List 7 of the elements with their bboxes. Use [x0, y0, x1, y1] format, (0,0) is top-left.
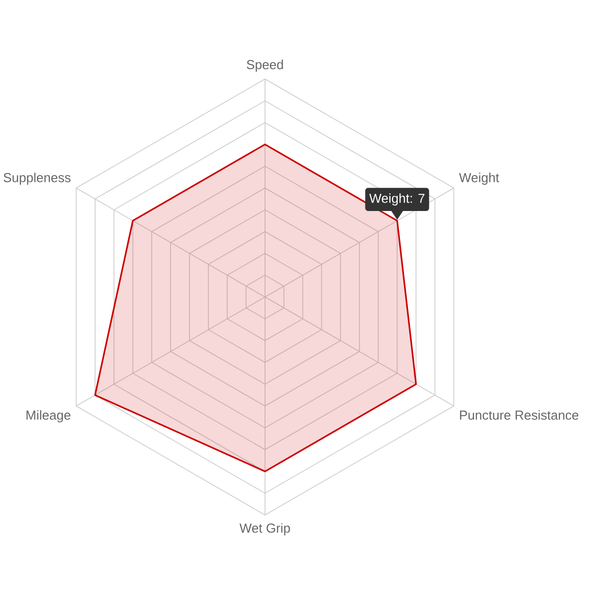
spoke-label: Weight — [459, 172, 500, 185]
spoke-label: Wet Grip — [240, 523, 290, 536]
spoke-label: Speed — [246, 60, 283, 72]
spoke-label: Mileage — [26, 410, 70, 422]
spoke-label: Suppleness — [4, 172, 71, 185]
text: Weight: 7 — [369, 193, 424, 206]
spoke-label: Puncture Resistance — [460, 410, 578, 420]
